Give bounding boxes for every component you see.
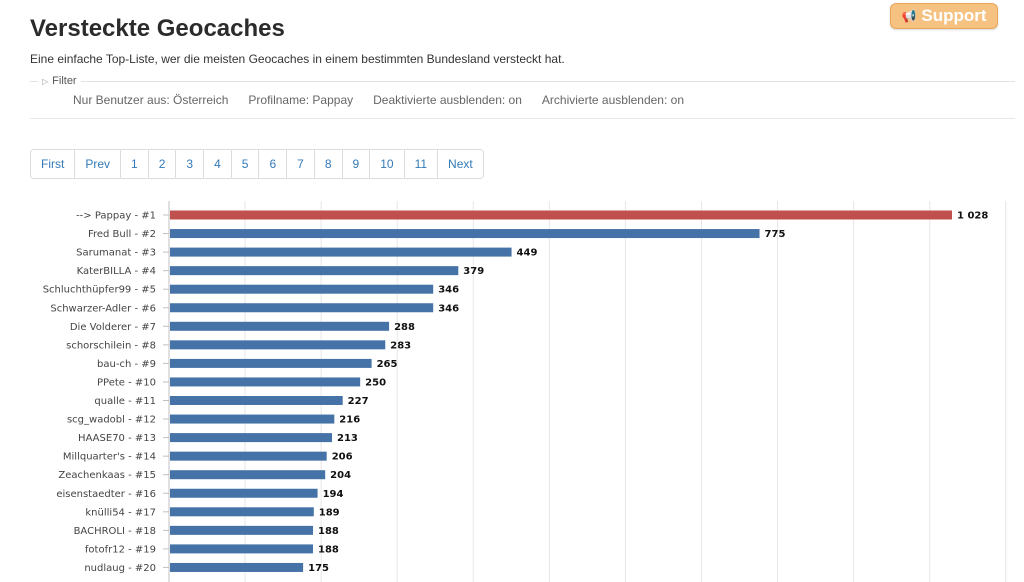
category-label: Zeachenkaas - #15: [58, 470, 156, 481]
bar-chart: --> Pappay - #1 1 028 Fred Bull - #2 775 Sar…: [43, 201, 1007, 582]
data-label: 288: [394, 322, 415, 333]
support-button[interactable]: 📢 Support: [890, 3, 998, 29]
category-label: nudlaug - #20: [84, 563, 156, 574]
page-9[interactable]: 9: [341, 150, 370, 178]
category-label: qualle - #11: [94, 396, 156, 407]
bar[interactable]: [170, 507, 314, 517]
category-label: --> Pappay - #1: [76, 211, 156, 222]
data-label: 346: [438, 303, 459, 314]
bar[interactable]: [170, 433, 333, 443]
page-prev[interactable]: Prev: [74, 150, 121, 178]
data-label: 206: [332, 452, 353, 463]
page-next[interactable]: Next: [437, 150, 483, 178]
data-label: 188: [318, 526, 339, 537]
data-label: 265: [377, 359, 398, 370]
data-label: 775: [765, 229, 786, 240]
page-1[interactable]: 1: [120, 150, 148, 178]
data-label: 204: [330, 470, 351, 481]
bar[interactable]: [170, 525, 314, 535]
data-label: 194: [323, 489, 344, 500]
filter-toggle[interactable]: ▷ Filter: [38, 75, 81, 87]
bar[interactable]: [170, 247, 512, 257]
bar[interactable]: [170, 340, 386, 350]
data-label: 346: [438, 285, 459, 296]
filter-deactivated: Deaktivierte ausblenden: on: [373, 93, 522, 107]
filter-divider: [30, 81, 1015, 82]
data-label: 449: [517, 248, 538, 259]
bar[interactable]: [170, 470, 326, 480]
bar[interactable]: [170, 266, 459, 276]
filter-legend-label: Filter: [52, 75, 77, 87]
category-label: bau-ch - #9: [97, 359, 156, 370]
bar[interactable]: [170, 562, 304, 572]
filter-archived: Archivierte ausblenden: on: [541, 93, 684, 107]
page-subtitle: Eine einfache Top-Liste, wer die meisten…: [30, 52, 565, 66]
category-label: Millquarter's - #14: [63, 452, 156, 463]
data-label: 188: [318, 544, 339, 555]
data-label: 283: [390, 340, 411, 351]
page-4[interactable]: 4: [203, 150, 231, 178]
category-label: KaterBILLA - #4: [77, 266, 156, 277]
category-label: scg_wadobl - #12: [67, 415, 156, 426]
caret-right-icon: ▷: [42, 76, 49, 86]
filter-summary: Nur Benutzer aus: Österreich Profilname:…: [73, 93, 684, 107]
pagination: First Prev 1 2 3 4 5 6 7 8 9 10 11 Next: [30, 149, 484, 179]
category-label: schorschilein - #8: [66, 340, 156, 351]
data-label: 189: [319, 507, 340, 518]
page-3[interactable]: 3: [175, 150, 204, 178]
bar[interactable]: [170, 284, 434, 294]
category-label: BACHROLI - #18: [74, 526, 156, 537]
data-label: 1 028: [957, 211, 988, 222]
category-label: HAASE70 - #13: [78, 433, 156, 444]
category-label: Sarumanat - #3: [76, 248, 156, 259]
page-6[interactable]: 6: [258, 150, 287, 178]
bar[interactable]: [170, 229, 760, 239]
category-label: eisenstaedter - #16: [56, 489, 156, 500]
filter-country: Nur Benutzer aus: Österreich: [73, 93, 229, 107]
page-11[interactable]: 11: [403, 150, 438, 178]
page-7[interactable]: 7: [286, 150, 314, 178]
category-label: Schwarzer-Adler - #6: [50, 303, 156, 314]
category-label: Fred Bull - #2: [88, 229, 156, 240]
data-label: 250: [365, 377, 386, 388]
category-label: knülli54 - #17: [85, 507, 156, 518]
page-2[interactable]: 2: [147, 150, 176, 178]
category-label: Schluchthüpfer99 - #5: [43, 285, 156, 296]
page-first[interactable]: First: [31, 150, 75, 178]
page-10[interactable]: 10: [369, 150, 404, 178]
section-divider: [30, 118, 1015, 119]
bar[interactable]: [170, 358, 372, 368]
bar[interactable]: [170, 451, 327, 461]
data-label: 213: [337, 433, 358, 444]
data-label: 216: [339, 415, 360, 426]
bar[interactable]: [170, 488, 318, 498]
data-label: 379: [463, 266, 484, 277]
page-8[interactable]: 8: [313, 150, 342, 178]
page-5[interactable]: 5: [230, 150, 259, 178]
filter-profile: Profilname: Pappay: [248, 93, 354, 107]
data-label: 175: [308, 563, 329, 574]
support-label: Support: [921, 6, 987, 25]
data-label: 227: [348, 396, 369, 407]
bar[interactable]: [170, 544, 314, 554]
bar[interactable]: [170, 303, 434, 313]
bar[interactable]: [170, 396, 343, 405]
page-title: Versteckte Geocaches: [30, 15, 285, 42]
category-label: Die Volderer - #7: [70, 322, 156, 333]
bar[interactable]: [170, 210, 952, 220]
bar[interactable]: [170, 414, 335, 424]
bar[interactable]: [170, 377, 361, 387]
megaphone-icon: 📢: [901, 9, 917, 23]
bar[interactable]: [170, 321, 390, 331]
category-label: PPete - #10: [97, 377, 156, 388]
category-label: fotofr12 - #19: [85, 544, 156, 555]
